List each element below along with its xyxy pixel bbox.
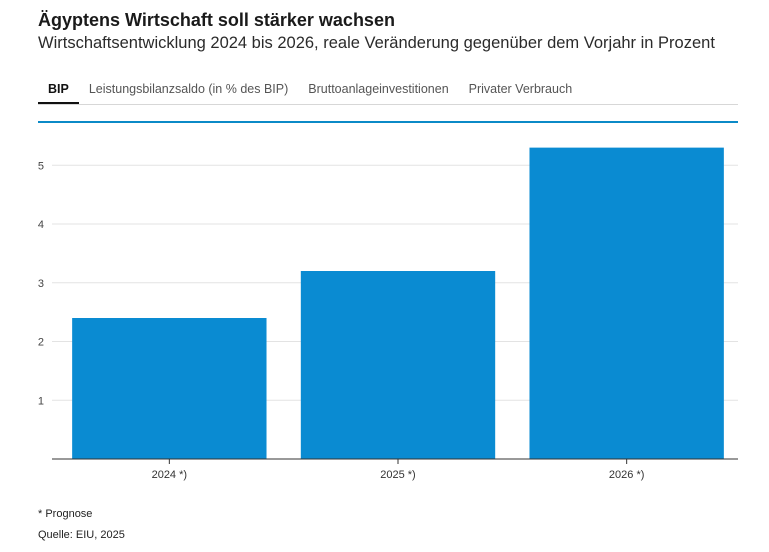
accent-divider xyxy=(38,121,738,123)
tab-bruttoanlageinvestitionen[interactable]: Bruttoanlageinvestitionen xyxy=(308,82,449,96)
tab-bar: BIP Leistungsbilanzsaldo (in % des BIP) … xyxy=(38,80,738,105)
y-tick-label: 5 xyxy=(38,160,44,172)
chart-title: Ägyptens Wirtschaft soll stärker wachsen xyxy=(38,10,395,30)
y-tick-label: 3 xyxy=(38,278,44,290)
x-tick-label: 2025 *) xyxy=(380,469,415,481)
y-tick-label: 1 xyxy=(38,395,44,407)
x-tick-label: 2026 *) xyxy=(609,469,644,481)
bar xyxy=(300,271,496,459)
y-tick-label: 2 xyxy=(38,337,44,349)
y-axis-ticks: 1 2 3 4 5 xyxy=(38,160,44,407)
source-note: Quelle: EIU, 2025 xyxy=(38,529,125,541)
x-axis-ticks: 2024 *) 2025 *) 2026 *) xyxy=(152,459,644,481)
x-tick-label: 2024 *) xyxy=(152,469,187,481)
tab-bip[interactable]: BIP xyxy=(38,80,79,104)
footnote-prognose: * Prognose xyxy=(38,508,93,520)
y-tick-label: 4 xyxy=(38,219,44,231)
tab-privater-verbrauch[interactable]: Privater Verbrauch xyxy=(468,82,573,96)
bar xyxy=(72,318,267,459)
chart-subtitle: Wirtschaftsentwicklung 2024 bis 2026, re… xyxy=(38,34,715,52)
bars xyxy=(72,147,724,459)
bar xyxy=(529,147,724,459)
tab-leistungsbilanzsaldo[interactable]: Leistungsbilanzsaldo (in % des BIP) xyxy=(88,82,289,96)
